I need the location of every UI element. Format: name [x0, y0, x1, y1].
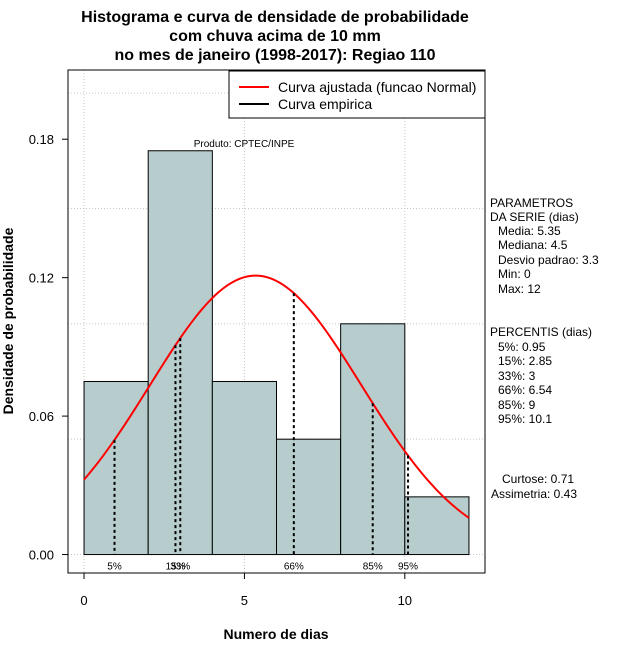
percentis-p66: 66%: 6.54	[498, 383, 552, 397]
y-tick-label-2: 0.12	[29, 271, 54, 286]
x-axis-title: Numero de dias	[223, 626, 328, 642]
y-tick-label-1: 0.06	[29, 409, 54, 424]
y-tick-label-0: 0.00	[29, 548, 54, 563]
title-line-3: no mes de janeiro (1998-2017): Regiao 11…	[114, 47, 435, 64]
percentis-heading: PERCENTIS (dias)	[490, 325, 592, 339]
axes: 0 5 10 0.00 0.06 0.12 0.18	[29, 132, 412, 608]
histogram-bar-5	[404, 496, 470, 556]
title-line-1: Histograma e curva de densidade de proba…	[81, 9, 469, 26]
legend-fitted-label: Curva ajustada (funcao Normal)	[278, 79, 476, 95]
assimetria-label: Assimetria: 0.43	[491, 487, 577, 501]
parametros-subheading: DA SERIE (dias)	[490, 210, 579, 224]
legend-box	[228, 70, 486, 119]
percentile-label-2: 33%	[170, 562, 190, 573]
shape-block: Curtose: 0.71 Assimetria: 0.43	[491, 472, 577, 501]
percentis-p85: 85%: 9	[498, 398, 536, 412]
percentile-label-3: 66%	[284, 562, 304, 573]
histogram-bar-3	[276, 438, 342, 556]
normal-fit-curve	[83, 274, 470, 519]
x-tick-label-1: 5	[241, 593, 248, 608]
percentis-p95: 95%: 10.1	[498, 412, 552, 426]
percentile-label-1: 15%	[165, 562, 185, 573]
legend-empirical-label: Curva empirica	[278, 96, 372, 112]
parametros-mediana: Mediana: 4.5	[498, 238, 568, 252]
parametros-heading: PARAMETROS	[490, 196, 573, 210]
histogram-bar-4	[340, 323, 406, 556]
title-line-2: com chuva acima de 10 mm	[169, 28, 381, 45]
percentile-lines: 5% 15%33% 66% 85% 95%	[107, 293, 418, 573]
percentile-label-4: 85%	[363, 562, 383, 573]
histogram-bar-2	[211, 380, 278, 556]
x-tick-label-2: 10	[398, 593, 412, 608]
percentile-label-5: 95%	[398, 562, 418, 573]
percentis-p33: 33%: 3	[498, 369, 536, 383]
percentis-p15: 15%: 2.85	[498, 354, 552, 368]
chart-title: Histograma e curva de densidade de proba…	[81, 9, 469, 64]
plot-frame	[67, 69, 486, 574]
parametros-block: PARAMETROS DA SERIE (dias) Media: 5.35 M…	[490, 196, 599, 296]
x-tick-label-0: 0	[80, 593, 87, 608]
curtose-label: Curtose: 0.71	[502, 472, 574, 486]
parametros-media: Media: 5.35	[498, 224, 561, 238]
histogram-bars	[83, 150, 470, 556]
y-tick-label-3: 0.18	[29, 132, 54, 147]
legend: Curva ajustada (funcao Normal) Curva emp…	[228, 70, 486, 119]
y-axis-title: Densidade de probabilidade	[0, 227, 16, 414]
parametros-desvio: Desvio padrao: 3.3	[498, 253, 599, 267]
percentis-block: PERCENTIS (dias) 5%: 0.95 15%: 2.85 33%:…	[490, 325, 592, 426]
parametros-min: Min: 0	[498, 267, 531, 281]
percentis-p5: 5%: 0.95	[498, 340, 546, 354]
normal-curve-layer	[83, 274, 470, 519]
percentile-label-0: 5%	[107, 562, 122, 573]
produto-label: Produto: CPTEC/INPE	[194, 139, 295, 150]
parametros-max: Max: 12	[498, 282, 541, 296]
